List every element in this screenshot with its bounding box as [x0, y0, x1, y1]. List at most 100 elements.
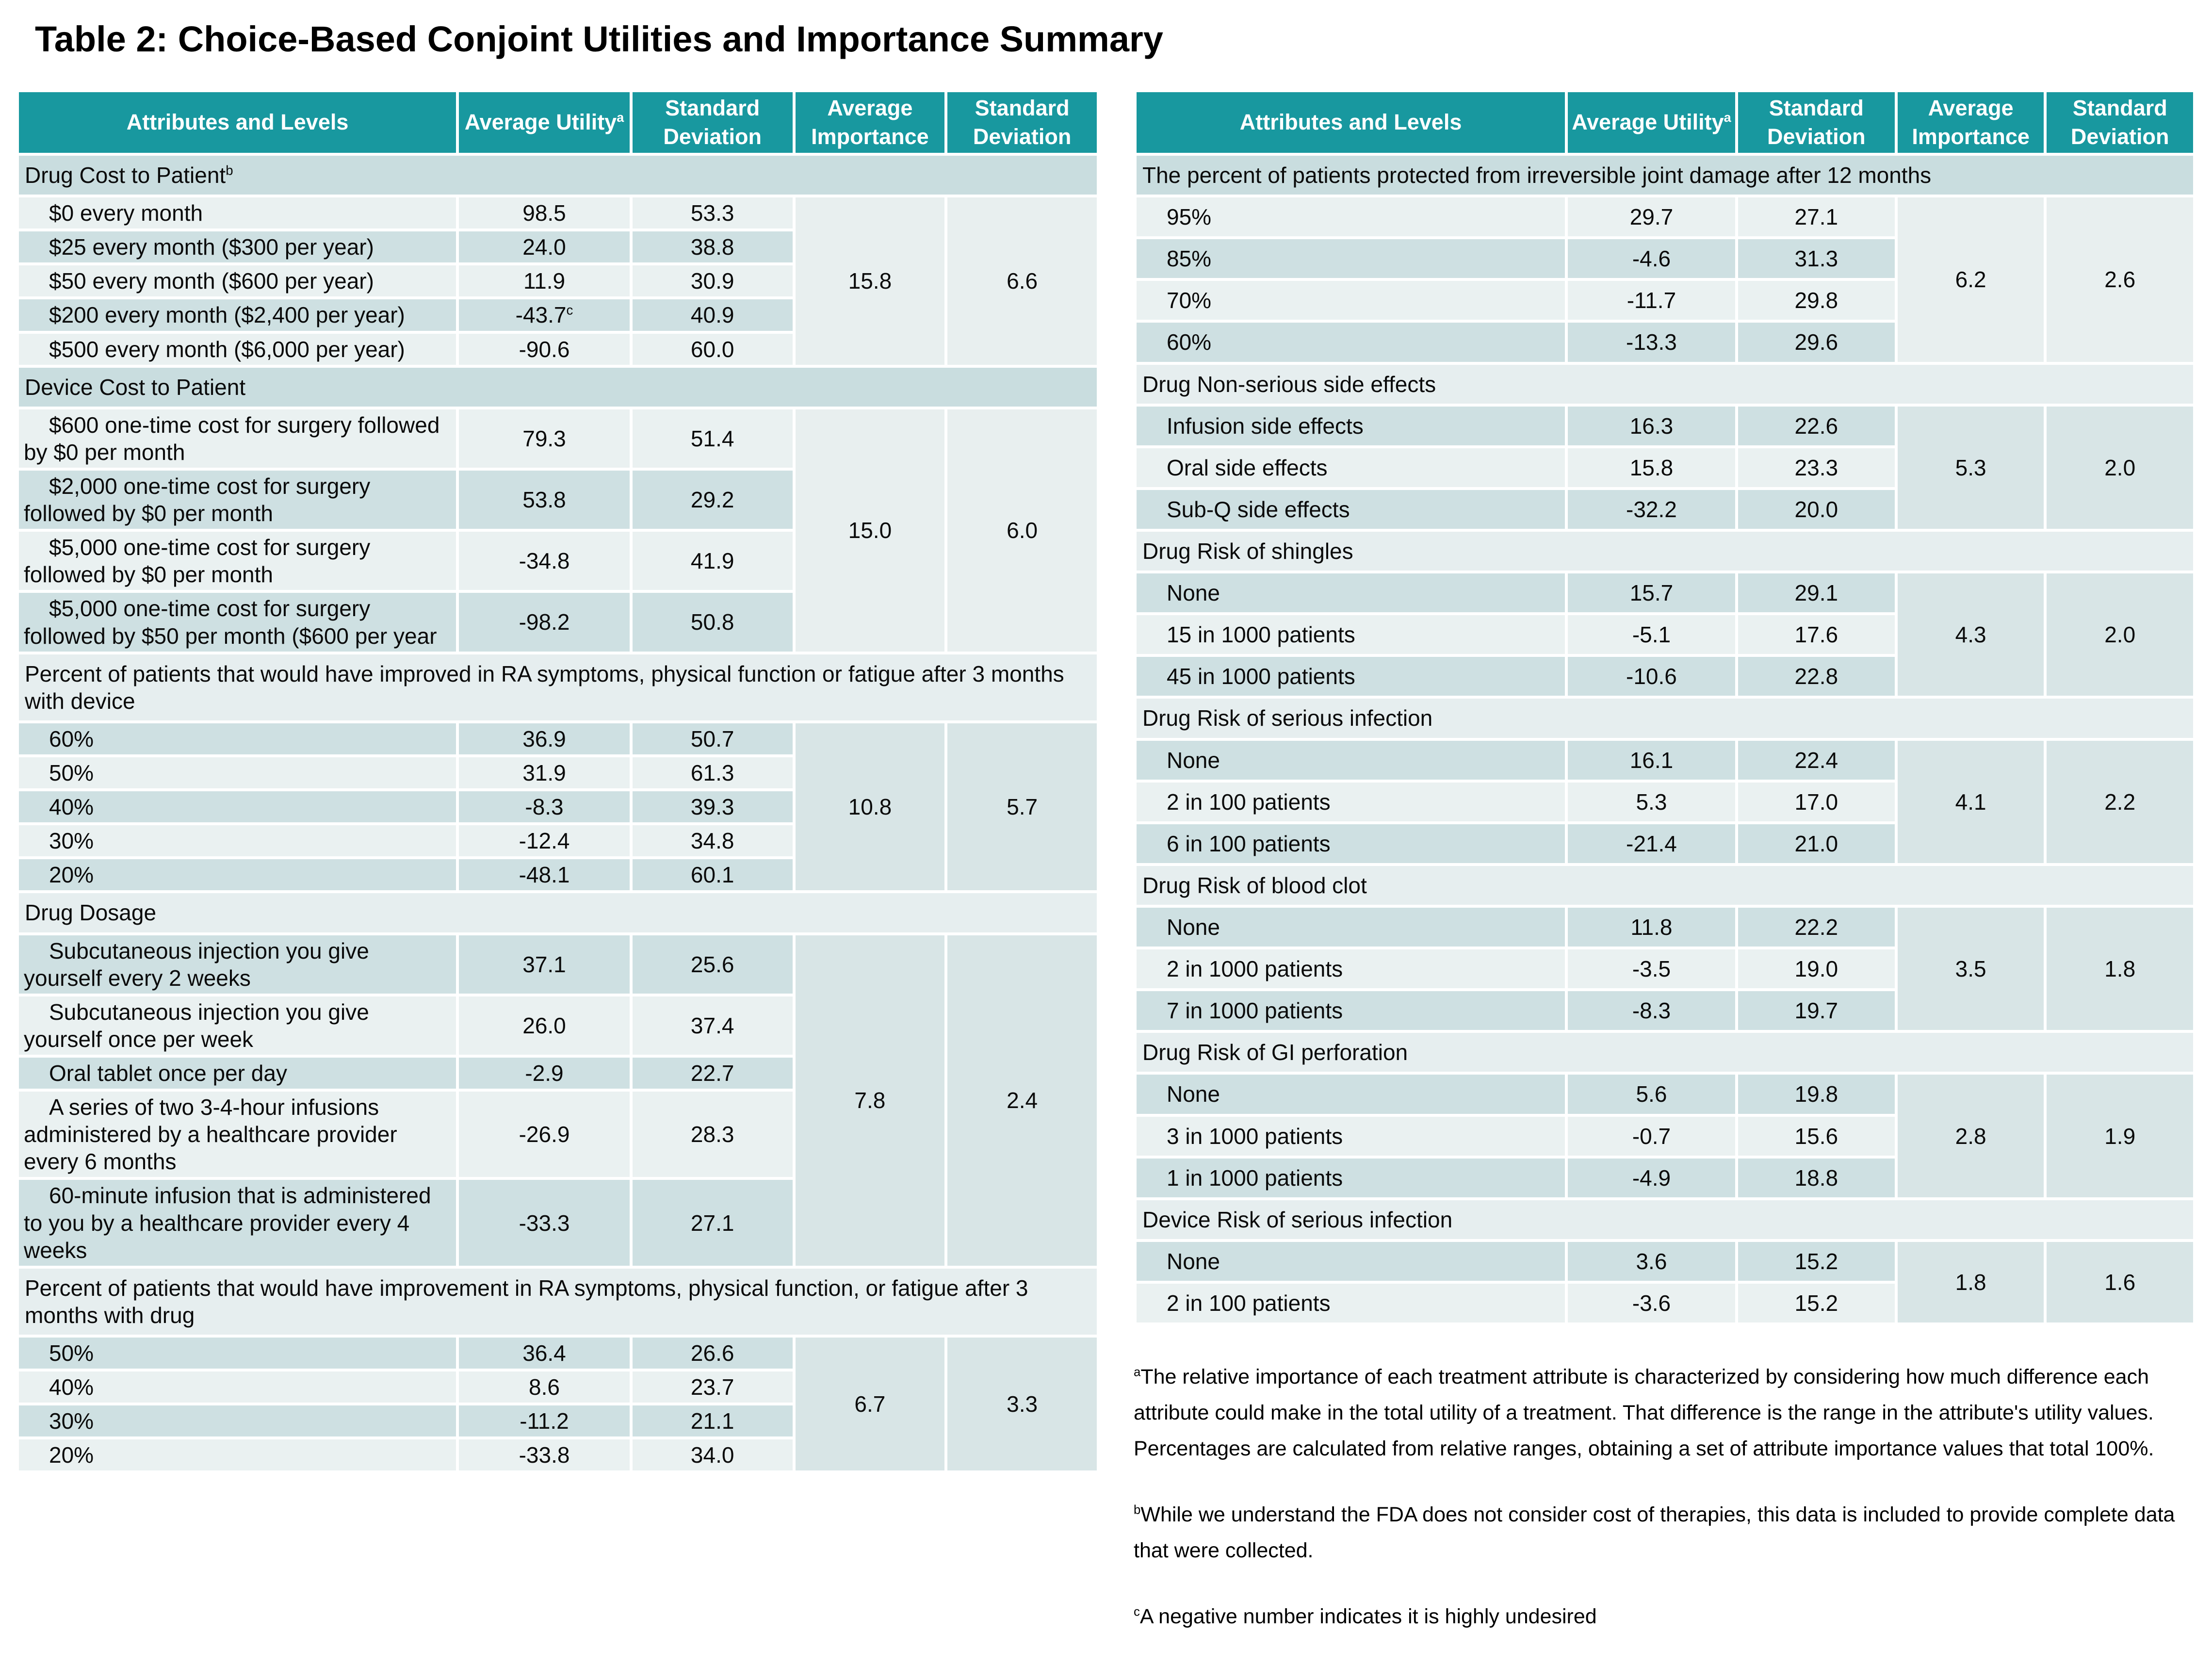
std-deviation-value: 31.3 — [1794, 246, 1838, 272]
average-utility-cell: 26.0 — [459, 996, 630, 1055]
superscript-a-marker: a — [617, 110, 624, 125]
importance-std-deviation-cell: 6.0 — [947, 409, 1097, 652]
std-deviation-cell: 29.2 — [632, 470, 793, 529]
attribute-level-label: 60% — [1167, 329, 1212, 355]
attribute-level-cell: 40% — [19, 1371, 456, 1403]
average-utility-cell: 11.9 — [459, 265, 630, 297]
average-importance-cell: 7.8 — [795, 935, 945, 1266]
attribute-level-cell: Subcutaneous injection you give yourself… — [19, 935, 456, 994]
std-deviation-value: 26.6 — [690, 1340, 734, 1366]
section-header-cell: Drug Risk of blood clot — [1137, 865, 2193, 905]
std-deviation-cell: 53.3 — [632, 197, 793, 229]
std-deviation-value: 17.0 — [1794, 789, 1838, 815]
section-header-row: Drug Risk of serious infection — [1137, 699, 2193, 738]
attribute-level-cell: 20% — [19, 859, 456, 891]
average-utility-value: 5.6 — [1636, 1081, 1667, 1107]
average-utility-value: -5.1 — [1632, 622, 1671, 648]
std-deviation-cell: 26.6 — [632, 1337, 793, 1369]
std-deviation-cell: 50.8 — [632, 593, 793, 652]
attribute-level-cell: Oral side effects — [1137, 448, 1565, 487]
importance-std-deviation-cell: 1.8 — [2047, 907, 2193, 1030]
average-utility-value: -21.4 — [1626, 831, 1677, 856]
importance-std-deviation-cell: 3.3 — [947, 1337, 1097, 1471]
table-row: 60% -13.3 29.6 — [1137, 323, 2193, 362]
attribute-level-label: 40% — [49, 1374, 94, 1400]
std-deviation-cell: 22.8 — [1738, 657, 1895, 696]
average-utility-value: 15.7 — [1629, 580, 1674, 606]
std-deviation-value: 19.7 — [1794, 998, 1838, 1024]
attribute-level-label: $25 every month ($300 per year) — [49, 234, 374, 260]
std-deviation-value: 61.3 — [690, 760, 734, 785]
importance-std-deviation-value: 1.6 — [2104, 1269, 2136, 1295]
section-title: Drug Cost to Patient — [25, 163, 226, 188]
average-utility-value: 26.0 — [522, 1012, 566, 1038]
attribute-level-label: 70% — [1167, 288, 1212, 313]
section-title: The percent of patients protected from i… — [1142, 163, 1932, 188]
attribute-level-label: 20% — [49, 862, 94, 888]
table-row: Infusion side effects 16.3 22.6 5.3 2.0 — [1137, 406, 2193, 529]
std-deviation-cell: 17.6 — [1738, 615, 1895, 654]
std-deviation-cell: 60.0 — [632, 333, 793, 365]
average-utility-value: -4.6 — [1632, 246, 1671, 272]
section-title: Device Risk of serious infection — [1142, 1207, 1453, 1232]
superscript-a-marker: a — [1724, 110, 1731, 125]
std-deviation-cell: 27.1 — [1738, 197, 1895, 237]
table-row: None 5.6 19.8 2.8 1.9 — [1137, 1075, 2193, 1197]
attribute-level-label: 2 in 100 patients — [1167, 1290, 1331, 1316]
average-utility-cell: -33.8 — [459, 1439, 630, 1471]
average-utility-value: 3.6 — [1636, 1248, 1667, 1274]
attribute-level-cell: $600 one-time cost for surgery followed … — [19, 409, 456, 468]
right-conjoint-table: Attributes and Levels Average Utilitya Sta… — [1134, 89, 2196, 1325]
average-utility-cell: -4.6 — [1568, 239, 1735, 278]
std-deviation-cell: 17.0 — [1738, 782, 1895, 821]
attribute-level-label: 85% — [1167, 246, 1212, 272]
average-utility-cell: 15.7 — [1568, 573, 1735, 613]
attribute-level-label: $5,000 one-time cost for surgery followe… — [24, 596, 437, 649]
std-deviation-value: 27.1 — [1794, 204, 1838, 230]
section-header-row: Drug Risk of GI perforation — [1137, 1033, 2193, 1072]
average-utility-value: 5.3 — [1636, 789, 1667, 815]
std-deviation-value: 21.0 — [1794, 831, 1838, 856]
attribute-level-label: 20% — [49, 1442, 94, 1468]
col-header-average-utility: Average Utilitya — [459, 92, 630, 153]
average-utility-cell: -0.7 — [1568, 1116, 1735, 1156]
average-utility-cell: -13.3 — [1568, 323, 1735, 362]
attribute-level-label: Oral side effects — [1167, 455, 1328, 480]
table-row: 85% -4.6 31.3 — [1137, 239, 2193, 278]
average-utility-value: 16.1 — [1629, 747, 1674, 773]
tables-container: Attributes and Levels Average Utilitya Sta… — [16, 89, 2196, 1665]
average-importance-value: 3.5 — [1955, 956, 1986, 982]
average-utility-cell: -5.1 — [1568, 615, 1735, 654]
average-utility-value: 36.4 — [522, 1340, 566, 1366]
std-deviation-value: 29.2 — [690, 487, 734, 513]
average-utility-value: 15.8 — [1629, 455, 1674, 480]
average-utility-cell: -3.6 — [1568, 1283, 1735, 1323]
attribute-level-cell: None — [1137, 573, 1565, 613]
table-row: 60% 36.9 50.7 10.8 5.7 — [19, 723, 1097, 891]
section-header-row: Device Risk of serious infection — [1137, 1200, 2193, 1239]
std-deviation-value: 20.0 — [1794, 496, 1838, 522]
average-utility-value: 16.3 — [1629, 413, 1674, 439]
table-row: None 16.1 22.4 4.1 2.2 — [1137, 740, 2193, 863]
column-header-label: Average Utility — [464, 110, 617, 135]
footnote-text: The relative importance of each treatmen… — [1134, 1365, 2154, 1460]
importance-std-deviation-value: 2.0 — [2104, 622, 2136, 648]
table-row: $600 one-time cost for surgery followed … — [19, 409, 1097, 652]
attribute-level-label: None — [1167, 747, 1220, 773]
table-row: 50% 36.4 26.6 6.7 3.3 — [19, 1337, 1097, 1471]
table-row: None 15.7 29.1 4.3 2.0 — [1137, 573, 2193, 696]
table-header-row: Attributes and Levels Average Utilitya Sta… — [1137, 92, 2193, 153]
attribute-level-cell: 45 in 1000 patients — [1137, 657, 1565, 696]
std-deviation-cell: 61.3 — [632, 757, 793, 789]
column-header-label: Standard Deviation — [663, 96, 762, 149]
attribute-level-label: 6 in 100 patients — [1167, 831, 1331, 856]
section-title: Device Cost to Patient — [25, 374, 246, 400]
table-row: $50 every month ($600 per year) 11.9 30.9 — [19, 265, 1097, 297]
table-row: 3 in 1000 patients -0.7 15.6 — [1137, 1116, 2193, 1156]
attribute-level-label: A series of two 3-4-hour infusions admin… — [24, 1094, 397, 1175]
average-utility-value: -33.3 — [519, 1210, 570, 1236]
section-header-cell: Drug Cost to Patientb — [19, 156, 1097, 195]
average-utility-cell: -48.1 — [459, 859, 630, 891]
col-header-average-utility: Average Utilitya — [1568, 92, 1735, 153]
std-deviation-cell: 21.0 — [1738, 824, 1895, 863]
